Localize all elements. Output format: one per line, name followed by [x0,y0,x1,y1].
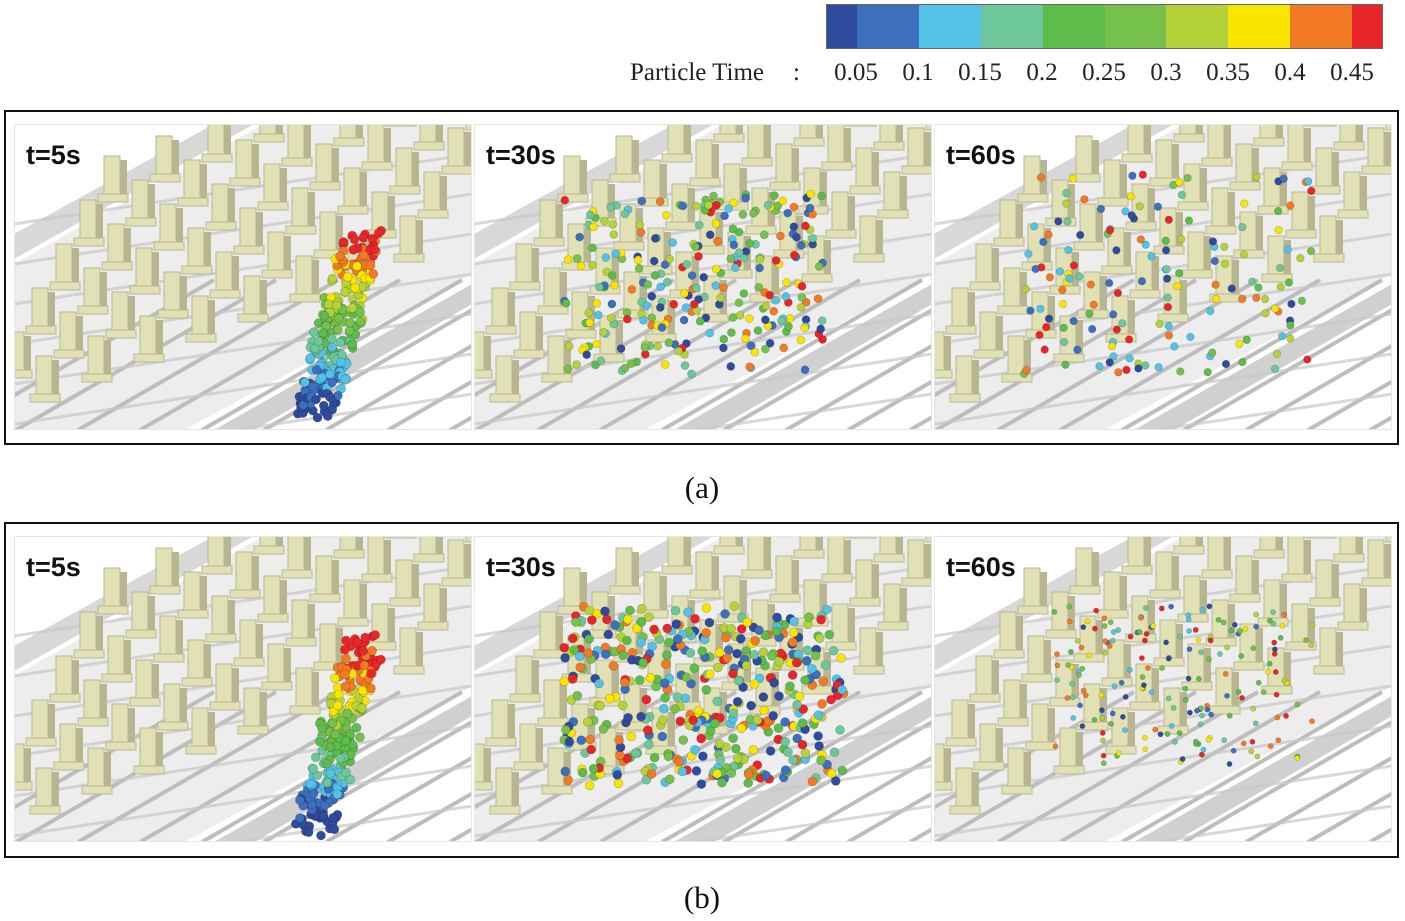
colorbar-tick-label: 0.2 [1026,59,1058,86]
time-label: t=5s [26,552,81,582]
subplot-b-t30: t=30s [474,536,932,842]
colorbar-title: Particle Time [630,59,765,86]
panel-b: t=5s t=30s t=60s [4,522,1399,858]
caption-a: (a) [684,470,720,505]
time-label: t=30s [486,552,556,582]
colorbar-tick-label: 0.45 [1330,59,1374,86]
cabin-render [474,124,932,430]
colorbar [826,4,1383,49]
colorbar-swatch [918,5,981,48]
cabin-render [14,536,472,842]
subplot-b-t60: t=60s [934,536,1392,842]
colorbar-swatch [1352,5,1383,48]
colorbar-swatch [1290,5,1353,48]
colorbar-swatch [856,5,919,48]
colorbar-swatch [1042,5,1105,48]
colorbar-separator: : [793,59,800,86]
colorbar-legend: Particle Time : 0.05 0.1 0.15 0.2 0.25 0.3 0.3… [630,4,1390,90]
colorbar-tick-label: 0.3 [1150,59,1182,86]
colorbar-tick-label: 0.4 [1274,59,1306,86]
colorbar-tick-label: 0.35 [1206,59,1250,86]
colorbar-tick-label: 0.05 [834,59,878,86]
caption-b: (b) [683,880,721,915]
colorbar-swatch [1166,5,1229,48]
subplot-a-t60: t=60s [934,124,1392,430]
subplot-a-t5: t=5s Z Y X [14,124,472,430]
colorbar-tick-label: 0.25 [1082,59,1126,86]
axis-triad: Z Y X [344,356,472,430]
cabin-render [934,536,1392,842]
colorbar-swatch [980,5,1043,48]
time-label: t=60s [946,140,1016,170]
colorbar-swatch [1228,5,1291,48]
colorbar-swatch [1104,5,1167,48]
time-label: t=5s [26,140,81,170]
colorbar-tick-label: 0.15 [958,59,1002,86]
time-label: t=30s [486,140,556,170]
cabin-render [474,536,932,842]
cabin-render [934,124,1392,430]
subplot-b-t5: t=5s [14,536,472,842]
panel-a: t=5s Z Y X t=30s t=60s [4,110,1399,445]
time-label: t=60s [946,552,1016,582]
colorbar-swatch [827,5,857,48]
colorbar-tick-label: 0.1 [902,59,934,86]
subplot-a-t30: t=30s [474,124,932,430]
cabin-render [14,124,472,430]
